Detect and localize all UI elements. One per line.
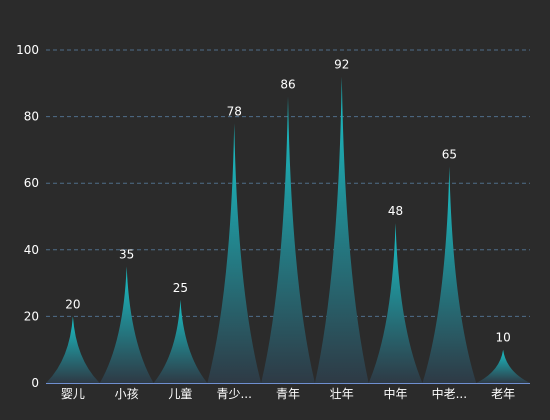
bar bbox=[368, 223, 423, 383]
data-label: 48 bbox=[388, 204, 403, 218]
x-tick-label: 壮年 bbox=[330, 387, 354, 401]
data-label: 20 bbox=[65, 297, 80, 311]
bar bbox=[476, 349, 530, 383]
x-axis-ticks: 婴儿 小孩 儿童 青少... 青年 壮年 中年 中老... 老年 bbox=[61, 386, 515, 401]
data-label: 92 bbox=[334, 58, 349, 72]
bar bbox=[207, 123, 262, 383]
y-axis-ticks: 0 20 40 60 80 100 bbox=[16, 43, 39, 390]
y-tick-label: 80 bbox=[24, 110, 39, 124]
bar bbox=[153, 299, 208, 383]
bars bbox=[46, 76, 530, 384]
data-label: 35 bbox=[119, 247, 134, 261]
data-label: 25 bbox=[173, 281, 188, 295]
y-tick-label: 100 bbox=[16, 43, 39, 57]
x-tick-label: 儿童 bbox=[168, 386, 192, 401]
bar bbox=[46, 316, 100, 383]
data-labels: 20 35 25 78 86 92 48 65 10 bbox=[65, 58, 511, 345]
data-label: 86 bbox=[280, 78, 295, 92]
bar bbox=[261, 96, 315, 384]
data-label: 65 bbox=[442, 148, 457, 162]
y-tick-label: 60 bbox=[24, 176, 39, 190]
x-tick-label: 小孩 bbox=[115, 387, 139, 401]
x-tick-label: 中老... bbox=[432, 386, 467, 401]
y-tick-label: 40 bbox=[24, 243, 39, 257]
x-tick-label: 中年 bbox=[384, 386, 408, 401]
y-tick-label: 0 bbox=[31, 376, 39, 390]
data-label: 78 bbox=[227, 104, 242, 118]
bar bbox=[99, 266, 154, 383]
x-tick-label: 青年 bbox=[276, 387, 300, 401]
data-label: 10 bbox=[495, 331, 510, 345]
bar bbox=[314, 76, 369, 383]
x-tick-label: 青少... bbox=[216, 387, 251, 401]
x-tick-label: 婴儿 bbox=[61, 387, 85, 401]
x-tick-label: 老年 bbox=[491, 387, 515, 401]
y-tick-label: 20 bbox=[24, 309, 39, 323]
bar bbox=[422, 166, 477, 383]
